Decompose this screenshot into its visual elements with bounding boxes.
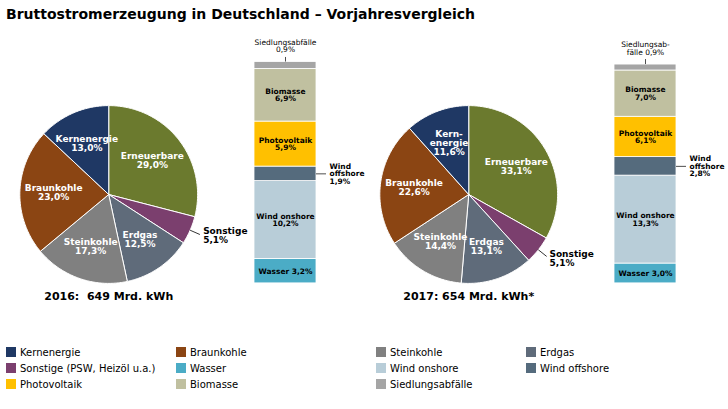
svg-text:Siedlungsab-fälle 0,9%: Siedlungsab-fälle 0,9%: [621, 40, 670, 57]
svg-text:Erdgas13,1%: Erdgas13,1%: [469, 237, 504, 256]
svg-text:Photovoltaik6,1%: Photovoltaik6,1%: [619, 129, 674, 146]
html-text:Sonstige (PSW, Heizöl u.a.): Sonstige (PSW, Heizöl u.a.): [20, 362, 156, 374]
html-text:Siedlungsabfälle: Siedlungsabfälle: [390, 378, 473, 390]
html-text:Photovoltaik: Photovoltaik: [20, 378, 82, 390]
svg-text:Kernenergie13,0%: Kernenergie13,0%: [56, 134, 118, 153]
svg-text:Biomasse6,9%: Biomasse6,9%: [265, 87, 305, 104]
svg-text:Wasser 3,0%: Wasser 3,0%: [618, 269, 673, 278]
svg-text:Windoffshore1,9%: Windoffshore1,9%: [330, 162, 365, 186]
svg-text:Wind onshore10,2%: Wind onshore10,2%: [256, 212, 314, 229]
svg-text:Erneuerbare29,0%: Erneuerbare29,0%: [121, 151, 184, 170]
svg-text:Sonstige5,1%: Sonstige5,1%: [549, 249, 593, 268]
svg-text:Windoffshore2,8%: Windoffshore2,8%: [690, 154, 725, 178]
html-text:Biomasse: Biomasse: [190, 378, 239, 390]
svg-text:2017: 654 Mrd. kWh*: 2017: 654 Mrd. kWh*: [403, 290, 534, 303]
html-text:Braunkohle: Braunkohle: [190, 346, 247, 358]
html-text:Bruttostromerzeugung in Deutsc: Bruttostromerzeugung in Deutschland – Vo…: [6, 6, 475, 22]
svg-text:Sonstige5,1%: Sonstige5,1%: [203, 226, 247, 245]
svg-text:2016: 649 Mrd. kWh: 2016: 649 Mrd. kWh: [44, 290, 173, 303]
html-text:Erdgas: Erdgas: [540, 346, 575, 358]
svg-text:Erneuerbare33,1%: Erneuerbare33,1%: [485, 157, 548, 176]
svg-text:Kern-energie11,6%: Kern-energie11,6%: [430, 129, 469, 157]
svg-text:Wasser 3,2%: Wasser 3,2%: [258, 267, 313, 276]
svg-text:Biomasse7,0%: Biomasse7,0%: [625, 85, 665, 102]
svg-text:Siedlungsabfälle0,9%: Siedlungsabfälle0,9%: [255, 38, 317, 55]
html-text:Steinkohle: Steinkohle: [390, 346, 443, 358]
svg-text:Braunkohle23,0%: Braunkohle23,0%: [25, 183, 83, 202]
svg-text:Erdgas12,5%: Erdgas12,5%: [123, 230, 158, 249]
svg-text:Wind onshore13,3%: Wind onshore13,3%: [616, 211, 674, 228]
svg-text:Steinkohle14,4%: Steinkohle14,4%: [414, 232, 468, 251]
svg-text:Photovoltaik5,9%: Photovoltaik5,9%: [259, 136, 314, 153]
html-text:Wasser: Wasser: [190, 362, 227, 374]
html-text:Kernenergie: Kernenergie: [20, 346, 81, 358]
svg-text:Steinkohle17,3%: Steinkohle17,3%: [64, 237, 118, 256]
html-text:Wind offshore: Wind offshore: [540, 362, 609, 374]
svg-text:Braunkohle22,6%: Braunkohle22,6%: [385, 178, 443, 197]
html-text:Wind onshore: Wind onshore: [390, 362, 459, 374]
